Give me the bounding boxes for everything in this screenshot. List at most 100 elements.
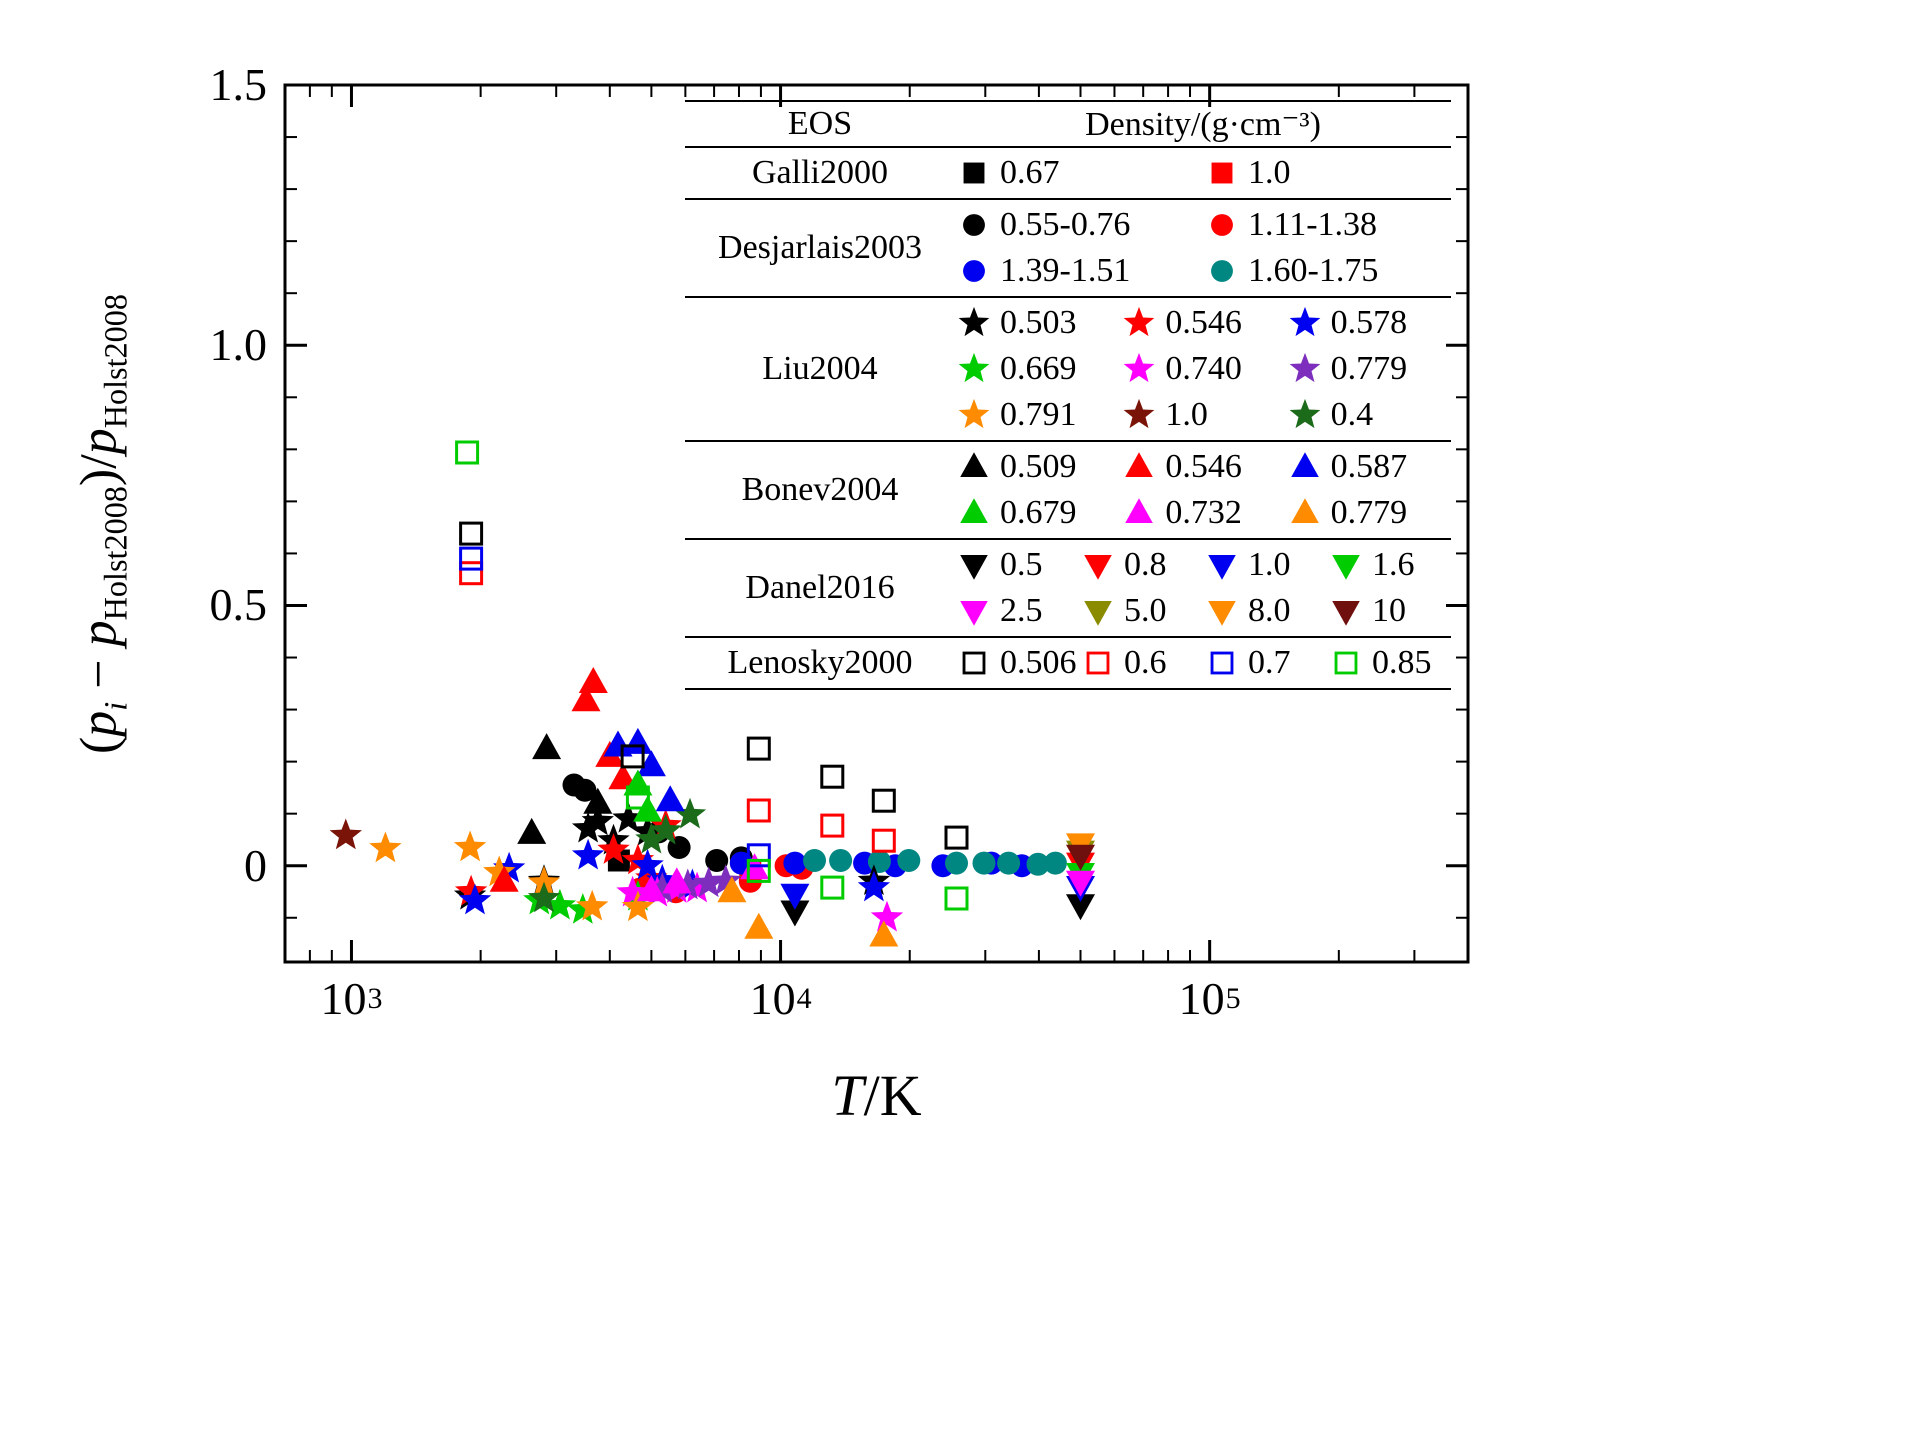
triangle-up-icon [1125,498,1154,523]
data-point-square-open [871,828,896,853]
data-point-star [646,872,679,903]
data-point-square-open [944,825,969,850]
legend-entry: 0.55-0.76 [955,202,1203,248]
legend-entry: 5.0 [1079,588,1203,634]
data-point-star [527,865,561,897]
legend-entry: 0.7 [1203,640,1327,686]
plot-frame [283,83,1470,964]
legend-entry: 0.85 [1327,640,1451,686]
data-point-circle [997,851,1021,875]
data-point-square-open [459,521,484,546]
y-tick-label: 0.5 [209,579,268,631]
data-point-star [571,811,605,843]
data-point-triangle-up [662,867,692,894]
data-point-circle [972,851,996,875]
data-point-triangle-up [744,912,774,939]
circle-icon [963,214,985,236]
data-point-square-open [746,736,771,761]
x-tick-label: 105 [1179,976,1241,1022]
label-segment: p [70,619,128,646]
legend-entry: 0.509 [955,444,1120,490]
star-icon [1123,398,1155,429]
data-point-triangle-up [578,667,608,693]
x-axis-label: T/K [831,1062,921,1129]
legend-density-value: 0.791 [1000,396,1077,433]
legend-entry: 0.779 [1286,346,1451,392]
data-point-square-open [459,546,484,571]
legend-density-value: 0.546 [1165,304,1242,341]
data-point-triangle-up [623,769,653,796]
data-point-circle [1043,851,1067,875]
data-point-star [369,831,402,863]
star-icon [1289,352,1321,383]
legend-entry: 0.546 [1120,300,1285,346]
x-tick-base: 10 [749,973,796,1024]
legend-density-value: 0.55-0.76 [1000,206,1131,243]
x-tick-exponent: 3 [367,982,383,1015]
data-point-square-open [746,843,771,868]
square-icon [1211,162,1233,184]
triangle-up-icon [1125,452,1154,477]
legend-entry: 1.0 [1203,150,1451,196]
legend-density-value: 0.669 [1000,350,1077,387]
data-point-star [870,900,904,932]
data-point-square-open [820,875,845,900]
data-point-triangle-up [636,750,666,777]
legend-group-danel2016: Danel2016 0.5 0.8 1.0 1.6 2.5 5.0 8.0 10 [685,540,1451,638]
legend-eos-name: Danel2016 [745,569,895,606]
data-point-star [673,797,707,829]
legend-density-value: 0.67 [1000,154,1060,191]
legend-density-value: 1.0 [1248,546,1291,583]
legend-density-value: 0.509 [1000,448,1077,485]
data-point-star [692,866,725,898]
data-point-star [566,893,599,924]
label-segment: Holst2008 [97,485,134,620]
star-icon [958,398,990,429]
legend-entry: 0.506 [955,640,1079,686]
legend-entry: 1.0 [1203,542,1327,588]
x-tick-base: 10 [1178,973,1225,1024]
legend-entry: 0.546 [1120,444,1285,490]
data-point-star [621,843,655,875]
legend-entry: 1.0 [1120,392,1285,438]
legend-density-value: 0.506 [1000,644,1077,681]
label-segment: )/ [70,453,128,486]
circle-icon [1211,260,1233,282]
legend-entry: 8.0 [1203,588,1327,634]
data-point-triangle-up [603,730,633,757]
data-point-circle [705,849,729,872]
legend-entry: 0.679 [955,490,1120,536]
data-point-triangle-up [717,876,747,903]
x-tick-label: 103 [320,976,382,1022]
data-point-star [527,881,561,913]
data-point-circle [867,850,891,873]
legend-density-value: 1.11-1.38 [1248,206,1378,243]
legend-density-value: 0.779 [1330,350,1408,387]
triangle-down-icon [1208,555,1236,580]
triangle-up-icon [960,452,988,477]
legend-table: EOS Density/(g·cm⁻³) Galli2000 0.67 1.0 Desja… [685,100,1451,690]
circle-icon [963,260,985,282]
star-icon [1123,352,1155,383]
data-point-triangle-up [517,817,547,844]
data-point-star [612,801,645,833]
legend-entry: 0.791 [955,392,1120,438]
data-point-square-open [620,744,645,769]
legend-density-value: 2.5 [1000,592,1043,629]
data-point-circle [945,851,968,875]
legend-density-value: 0.587 [1330,448,1408,485]
legend-density-value: 0.578 [1330,304,1408,341]
y-tick-label: 0 [244,839,267,891]
legend-group-lenosky2000: Lenosky2000 0.506 0.6 0.7 0.85 [685,638,1451,688]
data-point-triangle-up [532,733,562,760]
data-point-triangle-up [869,920,899,947]
data-point-square-open [944,886,969,911]
data-point-star [680,871,714,903]
data-point-star [458,883,492,915]
legend-density-value: 5.0 [1124,592,1167,629]
data-point-star [857,870,891,902]
legend-density-value: 1.60-1.75 [1248,252,1379,289]
star-icon [1289,306,1321,337]
data-point-star [454,874,488,906]
legend-entry: 0.4 [1286,392,1451,438]
